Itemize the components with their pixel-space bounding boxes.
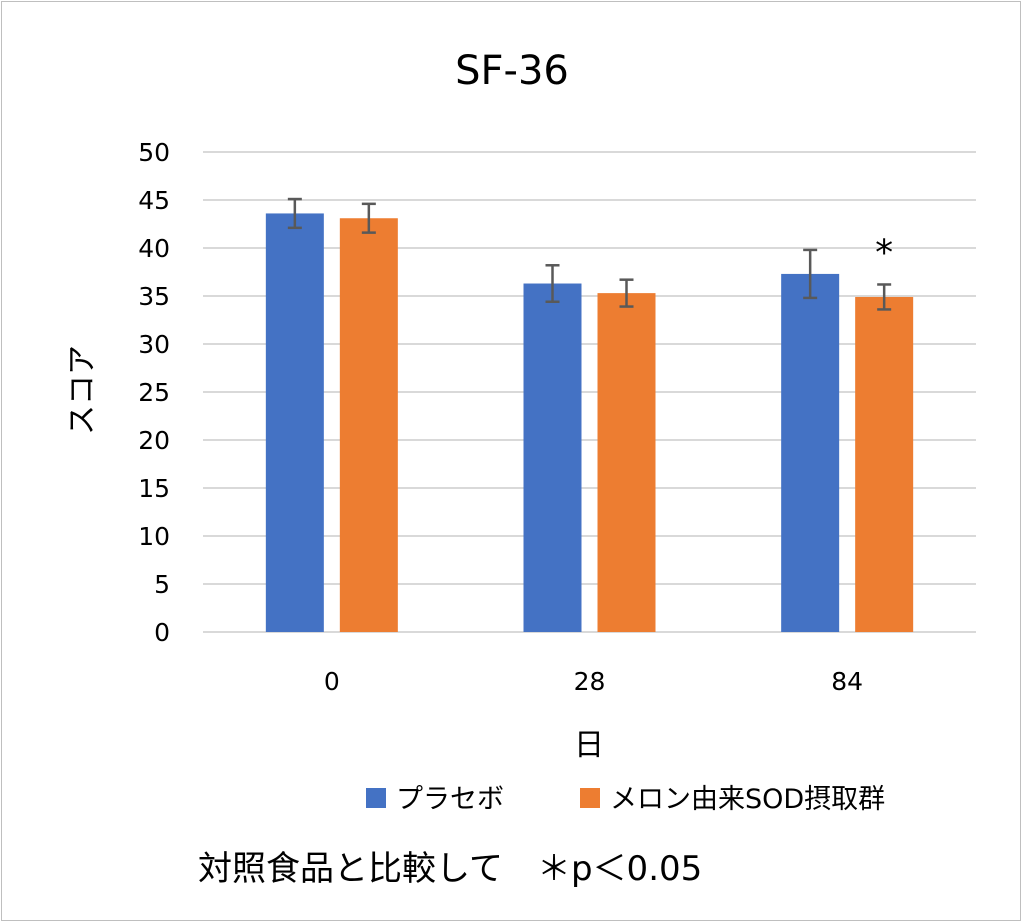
y-tick-label: 5 (154, 570, 170, 599)
bar-placebo-day-84 (781, 273, 840, 632)
bar-placebo-day-0 (265, 213, 324, 632)
x-tick-label: 0 (324, 667, 340, 696)
legend-swatch (580, 788, 600, 808)
annotations: * (875, 232, 893, 273)
x-tick-label: 28 (574, 667, 606, 696)
legend-item-placebo: プラセボ (366, 784, 504, 815)
x-axis-label: 日 (574, 728, 604, 763)
bar-placebo-day-28 (523, 283, 582, 632)
y-axis-label: スコア (65, 345, 100, 435)
y-tick-label: 35 (138, 282, 170, 311)
y-tick-label: 20 (138, 426, 170, 455)
gridlines (203, 151, 976, 633)
error-bar (361, 202, 376, 234)
y-tick-label: 15 (138, 474, 170, 503)
error-bar (877, 283, 892, 311)
y-tick-label: 10 (138, 522, 170, 551)
bars (265, 213, 914, 633)
y-tick-label: 50 (138, 138, 170, 167)
bar-sod-day-28 (597, 293, 656, 632)
error-bar (545, 264, 560, 304)
y-tick-label: 30 (138, 330, 170, 359)
legend-swatch (366, 788, 386, 808)
bar-sod-day-84 (855, 296, 914, 632)
y-tick-label: 25 (138, 378, 170, 407)
error-bar (803, 248, 818, 300)
y-tick-label: 45 (138, 186, 170, 215)
y-tick-labels: 0 5 10 15 20 25 30 35 40 45 50 (138, 138, 170, 647)
error-bars (287, 197, 892, 311)
footnote: 対照食品と比較して ＊p＜0.05 (198, 849, 702, 889)
legend-label: メロン由来SOD摂取群 (610, 784, 885, 815)
error-bar (619, 278, 634, 308)
bar-sod-day-0 (339, 218, 398, 633)
error-bar (287, 197, 302, 230)
legend-item-sod: メロン由来SOD摂取群 (580, 784, 885, 815)
legend-label: プラセボ (396, 784, 504, 815)
x-tick-labels: 0 28 84 (324, 667, 863, 696)
chart-title: SF-36 (455, 48, 569, 94)
x-tick-label: 84 (831, 667, 863, 696)
y-tick-label: 0 (154, 618, 170, 647)
y-tick-label: 40 (138, 234, 170, 263)
legend: プラセボ メロン由来SOD摂取群 (366, 784, 885, 815)
significance-marker: * (875, 232, 893, 273)
